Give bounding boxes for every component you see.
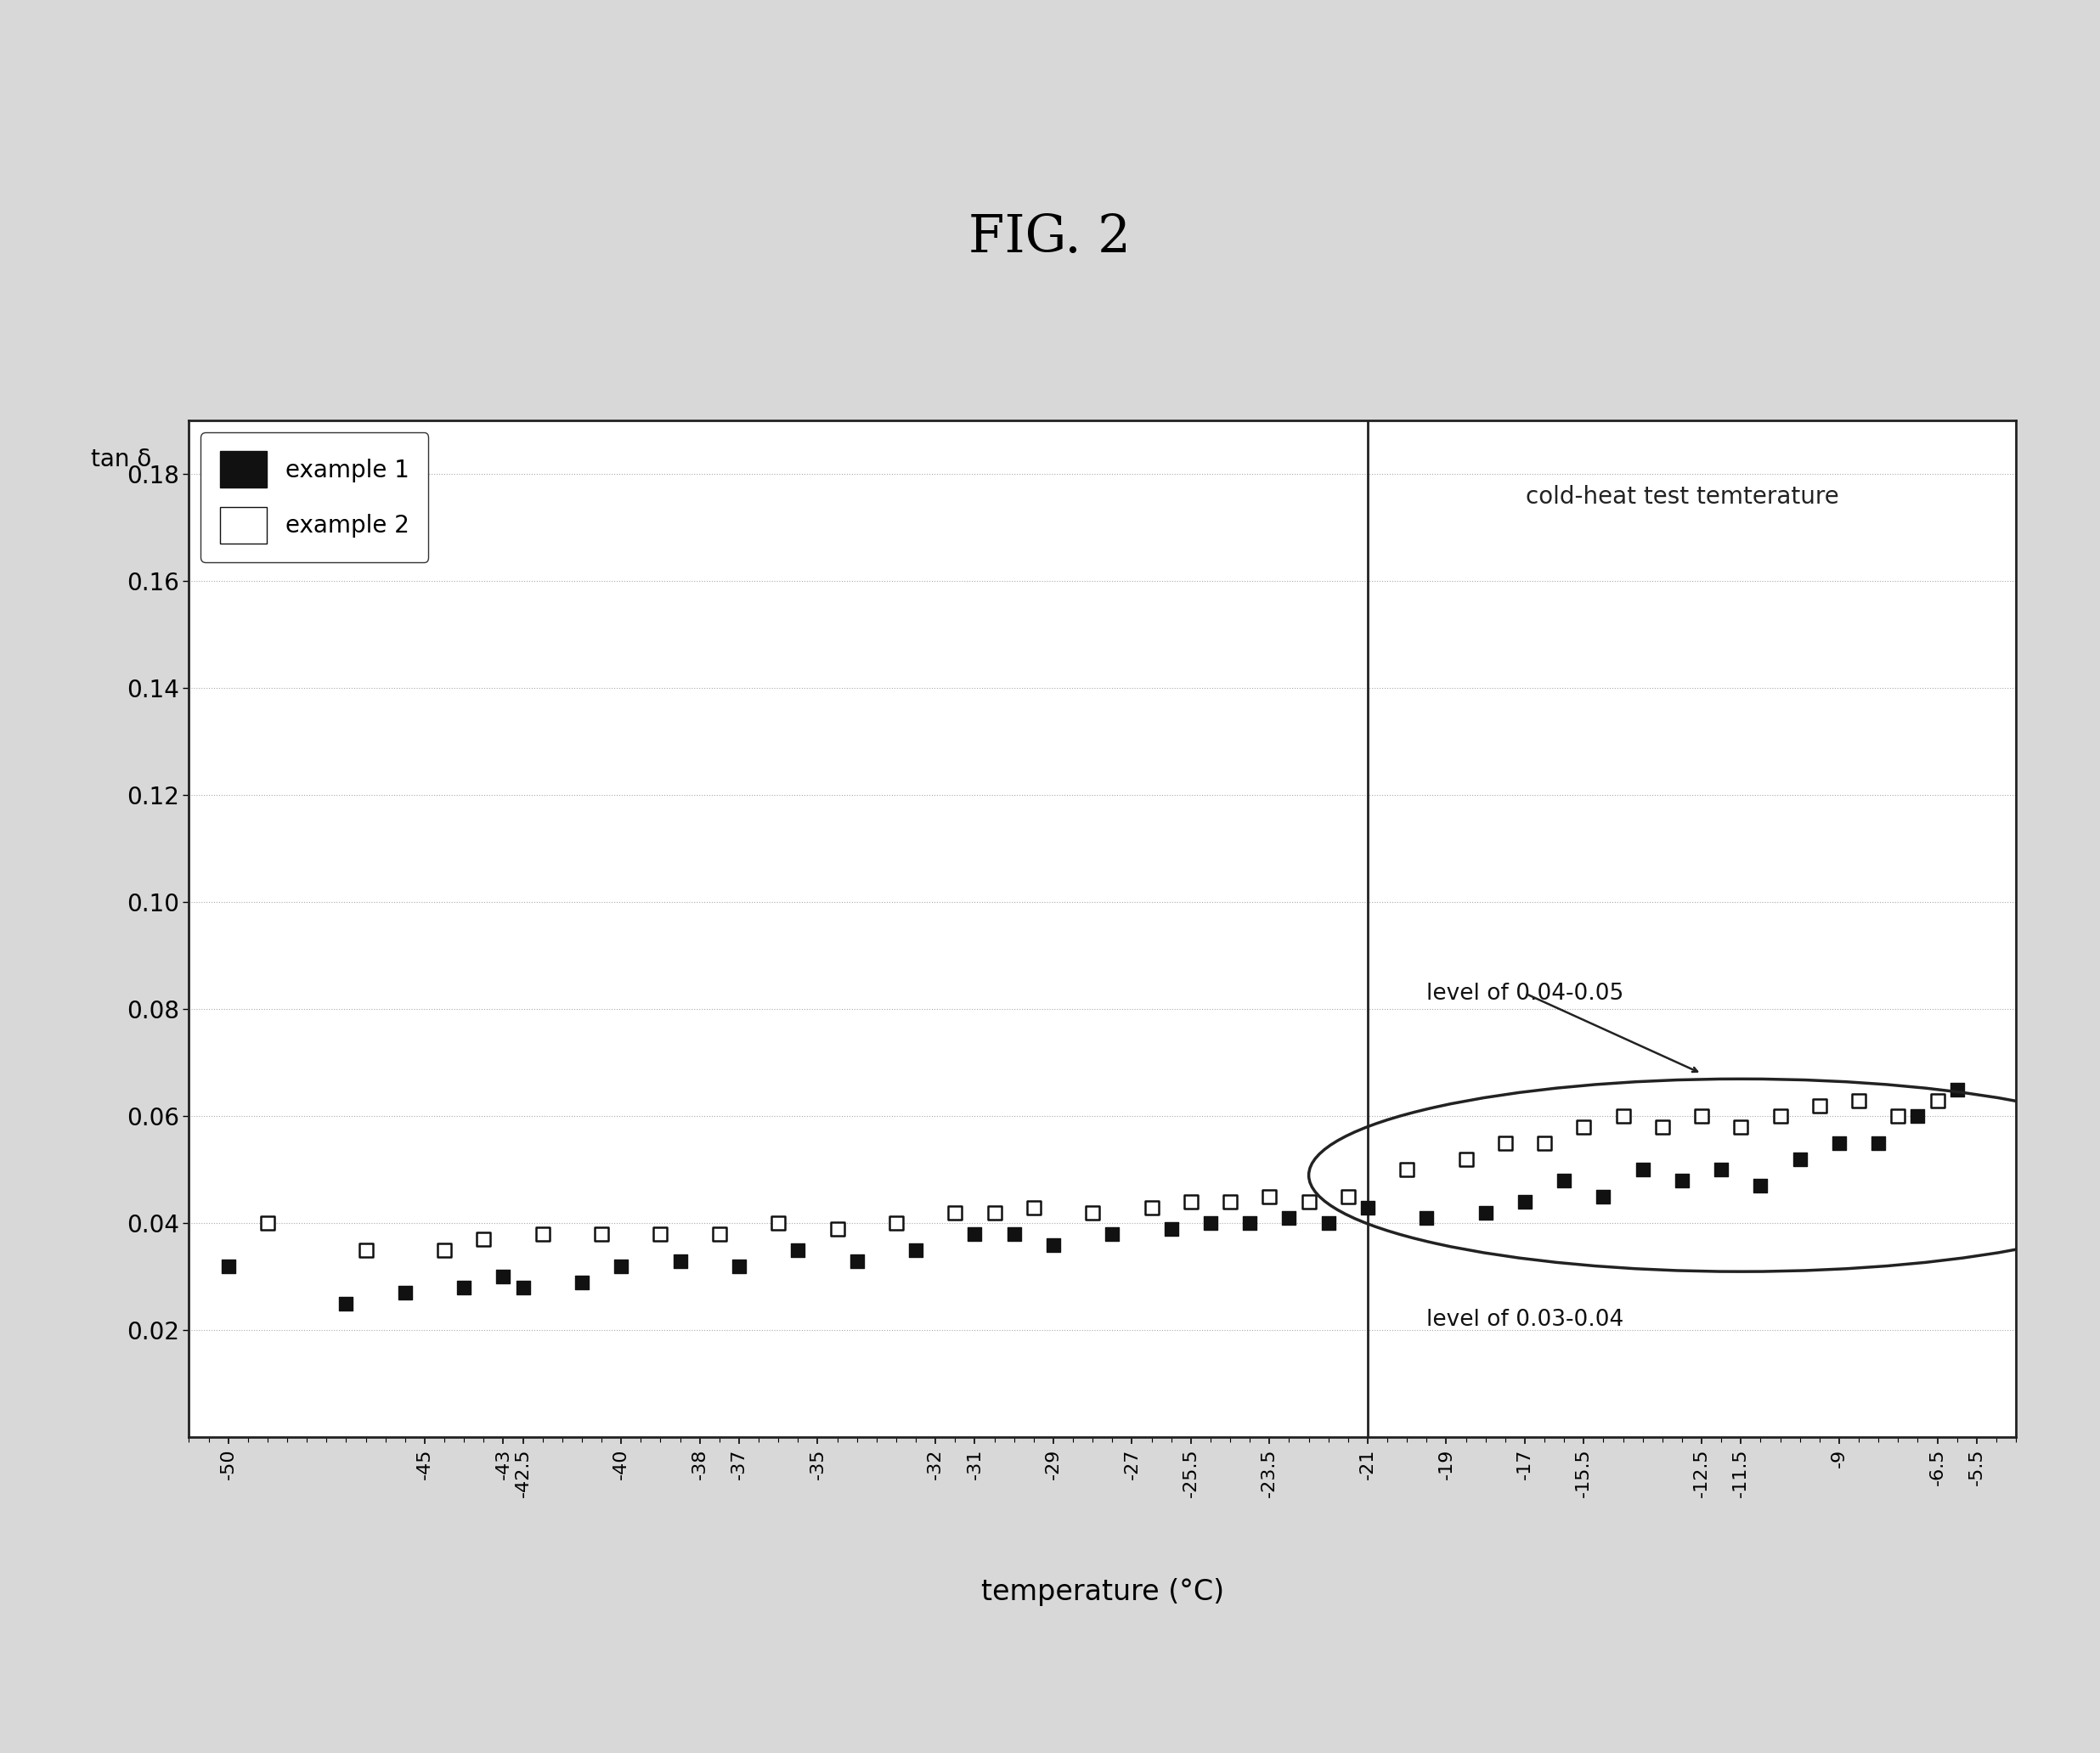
example 2 (1331, 1183, 1365, 1211)
example 1 (840, 1246, 874, 1274)
example 1 (1625, 1155, 1659, 1183)
Text: level of 0.04-0.05: level of 0.04-0.05 (1426, 982, 1623, 1004)
example 2 (821, 1215, 855, 1243)
example 1 (1705, 1155, 1739, 1183)
example 2 (1174, 1189, 1207, 1217)
example 2 (525, 1220, 559, 1248)
example 1 (605, 1252, 638, 1280)
example 2 (1802, 1092, 1835, 1120)
example 1 (1665, 1166, 1699, 1194)
example 2 (250, 1210, 284, 1238)
example 2 (704, 1220, 737, 1248)
example 1 (487, 1262, 521, 1290)
example 2 (1567, 1113, 1600, 1141)
example 1 (506, 1274, 540, 1302)
example 2 (645, 1220, 678, 1248)
example 1 (722, 1252, 756, 1280)
example 1 (899, 1236, 932, 1264)
example 1 (1155, 1215, 1189, 1243)
example 2 (1075, 1199, 1109, 1227)
example 1 (388, 1280, 422, 1308)
example 2 (1292, 1189, 1325, 1217)
example 2 (1764, 1103, 1798, 1131)
example 1 (1940, 1076, 1974, 1104)
example 1 (958, 1220, 991, 1248)
example 2 (1134, 1194, 1168, 1222)
example 2 (1842, 1087, 1875, 1115)
example 2 (1489, 1129, 1522, 1157)
Text: tan δ: tan δ (90, 447, 151, 472)
example 1 (1863, 1129, 1896, 1157)
example 2 (349, 1236, 382, 1264)
Legend: example 1, example 2: example 1, example 2 (202, 433, 428, 563)
example 2 (1724, 1113, 1758, 1141)
example 2 (1254, 1183, 1287, 1211)
example 2 (428, 1236, 462, 1264)
example 1 (1548, 1166, 1581, 1194)
example 1 (1273, 1204, 1306, 1232)
example 1 (1783, 1145, 1816, 1173)
example 1 (1409, 1204, 1443, 1232)
example 2 (1016, 1194, 1050, 1222)
example 1 (1193, 1210, 1226, 1238)
Text: FIG. 2: FIG. 2 (968, 212, 1132, 263)
example 1 (447, 1274, 481, 1302)
example 2 (880, 1210, 914, 1238)
example 1 (781, 1236, 815, 1264)
example 1 (1508, 1189, 1541, 1217)
example 1 (1743, 1173, 1777, 1201)
example 2 (584, 1220, 617, 1248)
example 2 (1449, 1145, 1483, 1173)
example 2 (1646, 1113, 1680, 1141)
example 2 (1390, 1155, 1424, 1183)
example 1 (1312, 1210, 1346, 1238)
example 1 (998, 1220, 1031, 1248)
example 1 (1350, 1194, 1384, 1222)
Text: temperature (°C): temperature (°C) (981, 1578, 1224, 1606)
example 1 (1096, 1220, 1130, 1248)
example 2 (466, 1225, 500, 1253)
example 2 (1527, 1129, 1560, 1157)
example 1 (1037, 1231, 1071, 1259)
example 1 (1233, 1210, 1266, 1238)
example 1 (1823, 1129, 1856, 1157)
example 1 (1468, 1199, 1502, 1227)
example 1 (330, 1290, 363, 1318)
example 1 (1588, 1183, 1621, 1211)
example 2 (1684, 1103, 1718, 1131)
Text: cold-heat test temterature: cold-heat test temterature (1525, 486, 1840, 508)
example 2 (979, 1199, 1012, 1227)
example 2 (1214, 1189, 1247, 1217)
example 2 (1606, 1103, 1640, 1131)
example 1 (565, 1267, 598, 1295)
example 2 (1882, 1103, 1915, 1131)
example 2 (762, 1210, 796, 1238)
example 1 (212, 1252, 246, 1280)
example 1 (1900, 1103, 1934, 1131)
example 1 (664, 1246, 697, 1274)
example 2 (939, 1199, 972, 1227)
Text: level of 0.03-0.04: level of 0.03-0.04 (1426, 1309, 1623, 1331)
example 2 (1922, 1087, 1955, 1115)
